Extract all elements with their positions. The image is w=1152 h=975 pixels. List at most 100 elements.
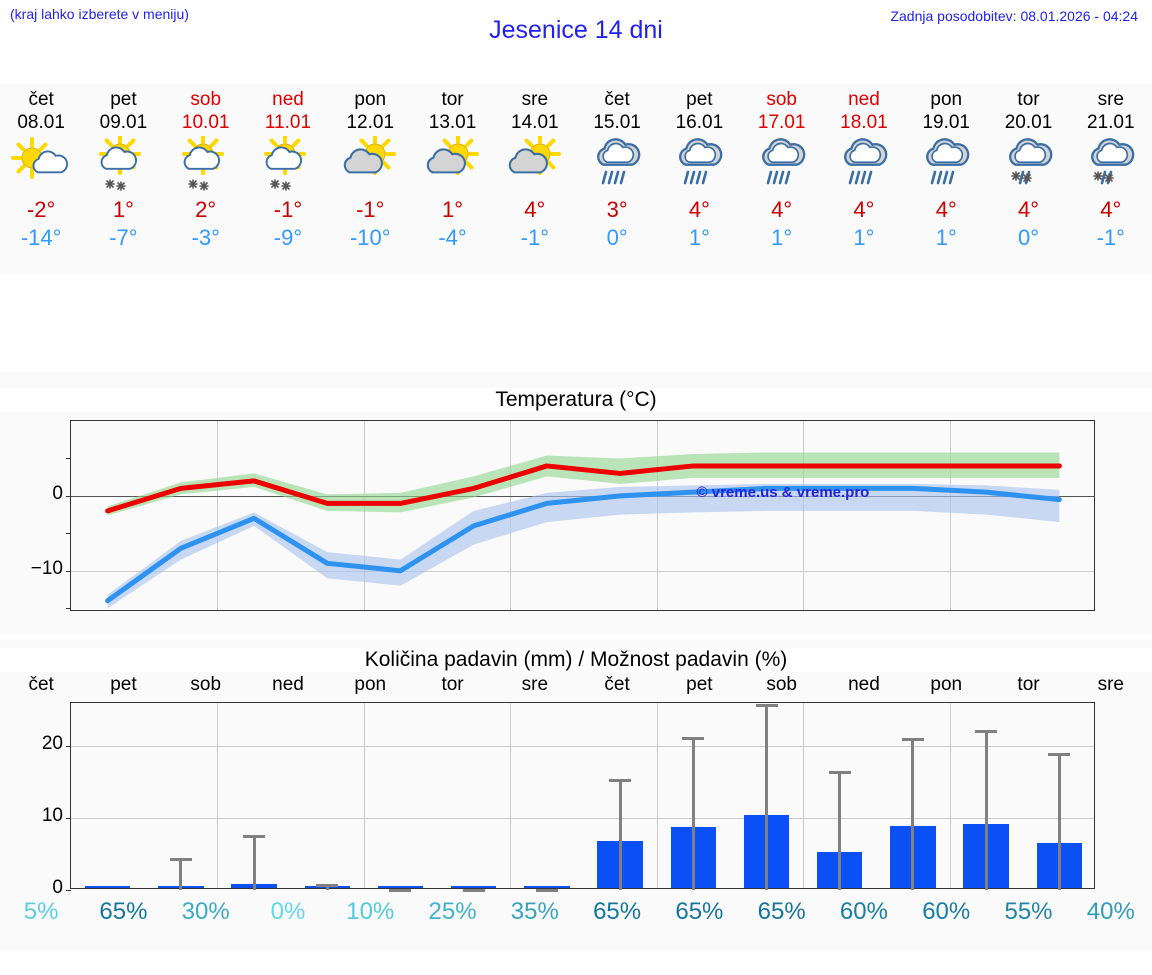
precipitation-day-label: ned [848, 674, 880, 695]
temperature-plot-area: 0 −10 © vreme.us & vreme.pro [31, 420, 1095, 611]
day-column[interactable]: ned 18.01 4° 1° [823, 84, 905, 274]
cloud-rain-icon [905, 136, 987, 192]
temp-min: -14° [20, 225, 62, 250]
day-name: čet [604, 89, 630, 110]
temp-max: 4° [524, 197, 546, 222]
day-name: sob [190, 89, 222, 110]
precipitation-probability-row: 5% 65% 30% 0% 10% 25% 35% 65% 65% 65% 60% 60% 55% 40% [0, 898, 1152, 926]
axis-tick [66, 495, 71, 497]
precipitation-whisker-cap [609, 778, 632, 782]
temp-min: -1° [1096, 225, 1125, 250]
day-date: 18.01 [840, 112, 888, 133]
day-date: 15.01 [593, 112, 641, 133]
day-name: ned [848, 89, 880, 110]
precipitation-day-label: pon [354, 674, 387, 695]
day-column[interactable]: čet 15.01 3° 0° [576, 84, 658, 274]
precipitation-whisker [984, 729, 988, 890]
day-column[interactable]: sre 14.01 4° -1° [494, 84, 576, 274]
location-menu-hint: (kraj lahko izberete v meniju) [10, 6, 189, 22]
precipitation-whisker [252, 835, 256, 890]
temp-max: 4° [771, 197, 793, 222]
day-column[interactable]: pon 19.01 4° 1° [905, 84, 987, 274]
day-column[interactable]: pon 12.01 -1° -10° [329, 84, 411, 274]
axis-minor-tick [66, 533, 71, 535]
precipitation-whisker-cap [901, 737, 924, 741]
cloud-rain-icon [823, 136, 905, 192]
day-column[interactable]: tor 13.01 1° -4° [411, 84, 493, 274]
temp-min: 0° [606, 225, 628, 250]
day-name: pet [110, 89, 137, 110]
temp-min: 1° [935, 225, 957, 250]
precipitation-day-label: čet [28, 674, 54, 695]
day-name: tor [1017, 89, 1040, 110]
temp-min: -10° [349, 225, 391, 250]
precipitation-day-label: čet [604, 674, 630, 695]
precipitation-day-label: sob [190, 674, 222, 695]
day-column[interactable]: ned 11.01 -1° -9° [247, 84, 329, 274]
day-date: 20.01 [1004, 112, 1053, 133]
day-name: tor [441, 89, 464, 110]
day-column[interactable]: sob 17.01 4° 1° [741, 84, 823, 274]
daily-forecast-strip: čet 08.01 -2° -14° pet 09.01 1° -7° sob 10.01 2° -3… [0, 84, 1152, 274]
precipitation-whisker [691, 736, 695, 890]
y-axis-tick-label: 10 [41, 805, 63, 827]
precipitation-whisker [911, 737, 915, 890]
precipitation-bar[interactable] [377, 886, 424, 888]
day-date: 08.01 [17, 112, 65, 133]
cloud-sleet-icon [987, 136, 1069, 192]
cloud-sun-icon [329, 136, 411, 192]
precipitation-day-label: ned [272, 674, 304, 695]
sun-cloud-snow-icon [247, 136, 329, 192]
precipitation-day-label: tor [441, 674, 464, 695]
precipitation-day-label: pet [686, 674, 713, 695]
precipitation-whisker-cap [682, 736, 705, 740]
precipitation-bar[interactable] [524, 886, 570, 888]
day-column[interactable]: sre 21.01 4° -1° [1070, 84, 1152, 274]
precipitation-whisker-cap [169, 857, 192, 861]
day-name: ned [272, 89, 304, 110]
grid-line [71, 570, 1094, 572]
precipitation-plot-area: 0 10 20 [42, 702, 1095, 898]
precipitation-bar[interactable] [84, 886, 131, 888]
day-name: pon [354, 89, 387, 110]
temperature-line [105, 485, 1062, 604]
temp-max: 4° [1100, 197, 1122, 222]
precipitation-day-label: sre [521, 674, 549, 695]
day-name: čet [28, 89, 54, 110]
cloud-rain-icon [741, 136, 823, 192]
precipitation-whisker [179, 857, 183, 890]
precipitation-bar[interactable] [450, 886, 497, 888]
temp-min: -7° [109, 225, 138, 250]
precipitation-whisker [838, 771, 842, 890]
temp-max: 3° [606, 197, 628, 222]
day-column[interactable]: sob 10.01 2° -3° [165, 84, 247, 274]
temp-min: -3° [191, 225, 220, 250]
grid-line [217, 703, 219, 888]
temp-min: 1° [853, 225, 875, 250]
precipitation-whisker-cap [243, 835, 266, 839]
precipitation-day-label: pon [930, 674, 963, 695]
day-column[interactable]: čet 08.01 -2° -14° [0, 84, 82, 274]
precipitation-whisker-cap [535, 889, 558, 893]
temp-max: 4° [688, 197, 710, 222]
temperature-chart-title: Temperatura (°C) [0, 388, 1152, 412]
precipitation-whisker [618, 778, 622, 890]
day-column[interactable]: pet 16.01 4° 1° [658, 84, 740, 274]
sun-cloud-snow-icon [165, 136, 247, 192]
grid-line [71, 818, 1094, 820]
precipitation-probability: 0% [270, 898, 306, 925]
cloud-rain-icon [576, 136, 658, 192]
day-column[interactable]: tor 20.01 4° 0° [987, 84, 1069, 274]
precipitation-whisker-cap [975, 729, 998, 733]
grid-line [803, 703, 805, 888]
temp-min: -4° [438, 225, 467, 250]
grid-line [656, 703, 658, 888]
precipitation-probability: 35% [510, 898, 559, 925]
temp-min: 0° [1017, 225, 1040, 250]
precipitation-probability: 65% [675, 898, 724, 925]
day-column[interactable]: pet 09.01 1° -7° [82, 84, 164, 274]
day-date: 14.01 [511, 112, 559, 133]
y-axis-tick-label: 20 [41, 733, 63, 755]
precipitation-whisker [325, 883, 329, 890]
